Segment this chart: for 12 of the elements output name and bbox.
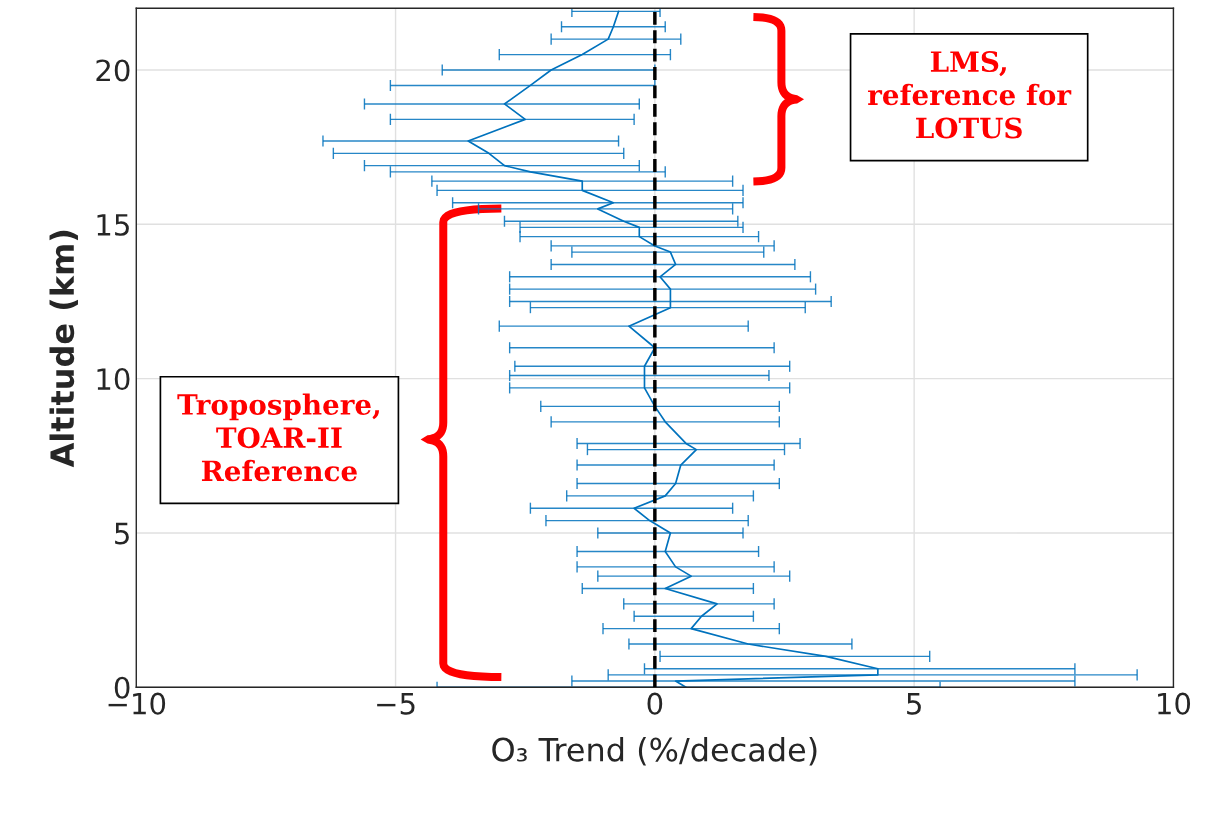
x-tick-label: 10 xyxy=(1158,692,1191,715)
y-tick-label: 15 xyxy=(97,214,129,236)
annotation: Troposphere, TOAR-II Reference xyxy=(177,393,380,482)
x-tick-label: 0 xyxy=(647,692,663,715)
y-tick-label: 10 xyxy=(97,368,130,391)
x-tick-label: 5 xyxy=(907,693,921,715)
x-axis-title: O₃ Trend (%/decade) xyxy=(492,737,817,766)
annotation: LMS, reference for LOTUS xyxy=(868,51,1072,139)
y-tick-label: 20 xyxy=(96,59,130,82)
y-axis-title: Altitude (km) xyxy=(49,230,78,468)
y-tick-label: 5 xyxy=(115,522,129,545)
x-tick-label: −5 xyxy=(377,693,415,715)
